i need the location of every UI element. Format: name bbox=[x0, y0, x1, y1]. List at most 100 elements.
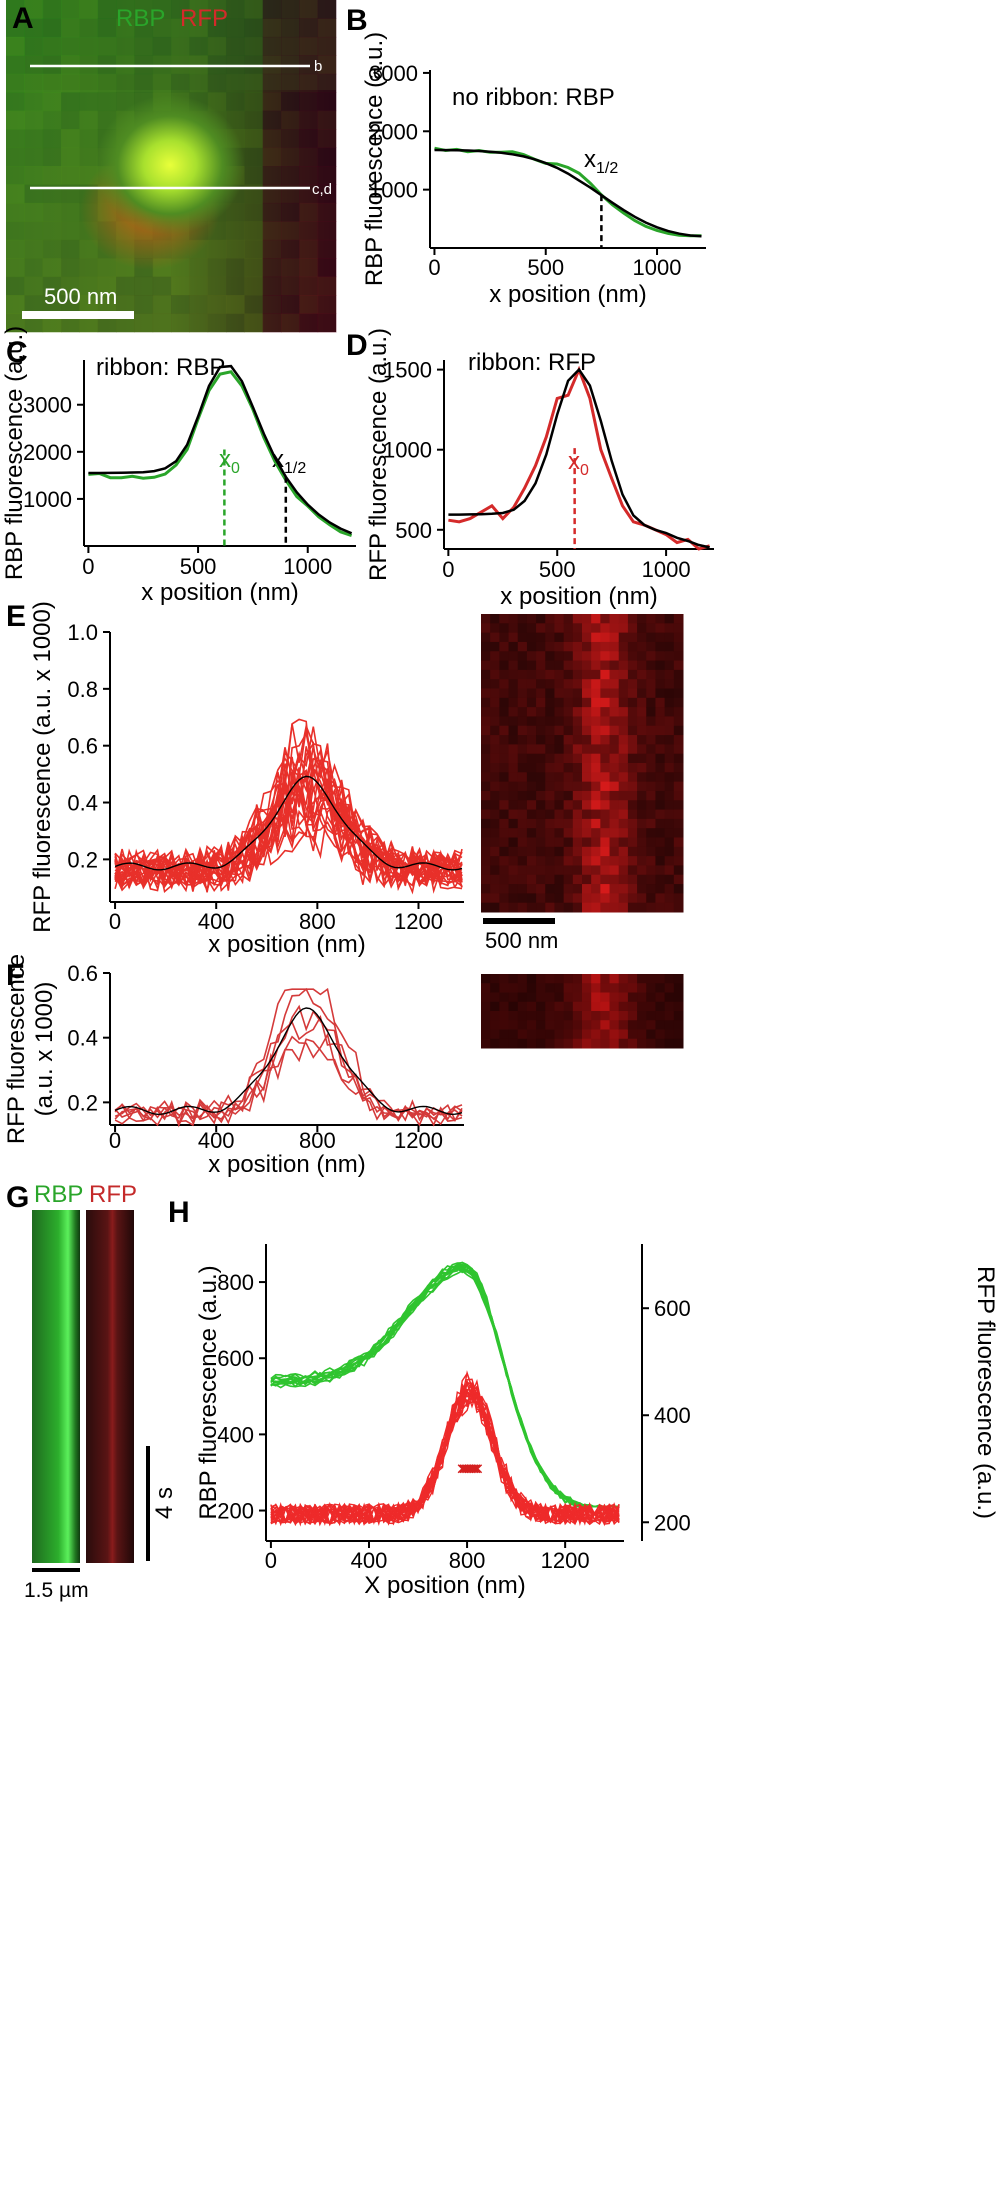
image-pixel bbox=[61, 295, 80, 315]
image-pixel bbox=[499, 763, 510, 773]
image-pixel bbox=[609, 893, 620, 904]
image-pixel bbox=[481, 983, 491, 993]
image-pixel bbox=[490, 1020, 500, 1030]
image-pixel bbox=[618, 837, 629, 848]
image-pixel bbox=[627, 707, 638, 717]
panel-a-scalebar-label: 500 nm bbox=[44, 284, 117, 309]
image-pixel bbox=[637, 716, 647, 727]
image-pixel bbox=[536, 846, 546, 857]
image-pixel bbox=[563, 632, 574, 643]
image-pixel bbox=[536, 856, 546, 866]
image-pixel bbox=[6, 184, 25, 204]
chart-c-y-tick-label: 2000 bbox=[23, 440, 72, 465]
image-pixel bbox=[563, 697, 574, 708]
image-pixel bbox=[499, 893, 510, 904]
chart-h-red-trace bbox=[270, 1386, 620, 1526]
image-pixel bbox=[207, 73, 227, 93]
image-pixel bbox=[517, 632, 528, 643]
panel-g-rbp-label: RBP bbox=[34, 1181, 83, 1208]
image-pixel bbox=[79, 0, 99, 19]
image-pixel bbox=[116, 18, 135, 38]
image-pixel bbox=[609, 641, 620, 652]
image-pixel bbox=[582, 1029, 592, 1040]
image-pixel bbox=[563, 781, 574, 792]
image-pixel bbox=[609, 1029, 620, 1040]
image-pixel bbox=[299, 36, 319, 56]
image-pixel bbox=[572, 744, 583, 755]
image-pixel bbox=[499, 974, 510, 984]
image-pixel bbox=[609, 828, 620, 838]
panel-b-xhalf-sub: 1/2 bbox=[596, 160, 618, 177]
image-pixel bbox=[61, 73, 80, 93]
panel-c-x0-sub: 0 bbox=[231, 460, 240, 477]
chart-e-y-tick-label: 0.2 bbox=[67, 847, 98, 872]
image-pixel bbox=[664, 763, 675, 773]
image-pixel bbox=[554, 828, 565, 838]
image-pixel bbox=[655, 707, 666, 717]
panel-g-letter: G bbox=[6, 1181, 29, 1214]
panel-g-kymographs bbox=[32, 1210, 150, 1572]
image-pixel bbox=[499, 874, 510, 885]
image-pixel bbox=[490, 818, 500, 829]
image-pixel bbox=[646, 772, 656, 783]
chart-h-x-label: X position (nm) bbox=[364, 1572, 525, 1599]
chart-f-x-tick-label: 800 bbox=[299, 1128, 336, 1153]
image-pixel bbox=[627, 763, 638, 773]
image-pixel bbox=[563, 763, 574, 773]
image-pixel bbox=[481, 707, 491, 717]
image-pixel bbox=[526, 1038, 537, 1049]
image-pixel bbox=[609, 837, 620, 848]
image-pixel bbox=[600, 725, 611, 736]
chart-d-y-tick-label: 1500 bbox=[383, 358, 432, 383]
image-pixel bbox=[517, 772, 528, 783]
image-pixel bbox=[637, 800, 647, 811]
image-pixel bbox=[207, 239, 227, 259]
image-pixel bbox=[563, 1001, 574, 1012]
image-pixel bbox=[490, 1001, 500, 1012]
chart-b-x-tick-label: 0 bbox=[428, 255, 440, 280]
image-pixel bbox=[627, 632, 638, 643]
image-pixel bbox=[673, 790, 684, 801]
image-pixel bbox=[582, 856, 592, 866]
image-pixel bbox=[655, 744, 666, 755]
image-pixel bbox=[563, 1011, 574, 1021]
image-pixel bbox=[226, 202, 245, 222]
image-pixel bbox=[545, 974, 555, 984]
image-pixel bbox=[673, 1029, 684, 1040]
image-pixel bbox=[582, 884, 592, 894]
image-pixel bbox=[317, 239, 337, 259]
image-pixel bbox=[526, 809, 537, 820]
image-pixel bbox=[637, 1011, 647, 1021]
image-pixel bbox=[664, 707, 675, 717]
image-pixel bbox=[582, 679, 592, 689]
chart-b-y-tick-label: 2000 bbox=[369, 119, 418, 144]
image-pixel bbox=[664, 1001, 675, 1012]
image-pixel bbox=[664, 837, 675, 848]
image-pixel bbox=[582, 623, 592, 634]
image-pixel bbox=[591, 669, 601, 680]
image-pixel bbox=[646, 697, 656, 708]
image-pixel bbox=[536, 974, 546, 984]
image-pixel bbox=[627, 1038, 638, 1049]
image-pixel bbox=[490, 614, 500, 624]
chart-d-y-label: RFP fluorescence (a.u.) bbox=[365, 328, 392, 581]
image-pixel bbox=[618, 1020, 629, 1030]
image-pixel bbox=[244, 295, 264, 315]
image-pixel bbox=[591, 735, 601, 745]
image-pixel bbox=[609, 632, 620, 643]
image-pixel bbox=[554, 1020, 565, 1030]
image-pixel bbox=[673, 669, 684, 680]
image-pixel bbox=[637, 781, 647, 792]
image-pixel bbox=[526, 669, 537, 680]
image-pixel bbox=[582, 818, 592, 829]
image-pixel bbox=[664, 856, 675, 866]
image-pixel bbox=[655, 697, 666, 708]
image-pixel bbox=[517, 874, 528, 885]
image-pixel bbox=[600, 893, 611, 904]
image-pixel bbox=[545, 753, 555, 764]
image-pixel bbox=[24, 92, 44, 112]
image-pixel bbox=[627, 697, 638, 708]
image-pixel bbox=[481, 818, 491, 829]
chart-b-x-tick-label: 1000 bbox=[633, 255, 682, 280]
image-pixel bbox=[582, 688, 592, 699]
